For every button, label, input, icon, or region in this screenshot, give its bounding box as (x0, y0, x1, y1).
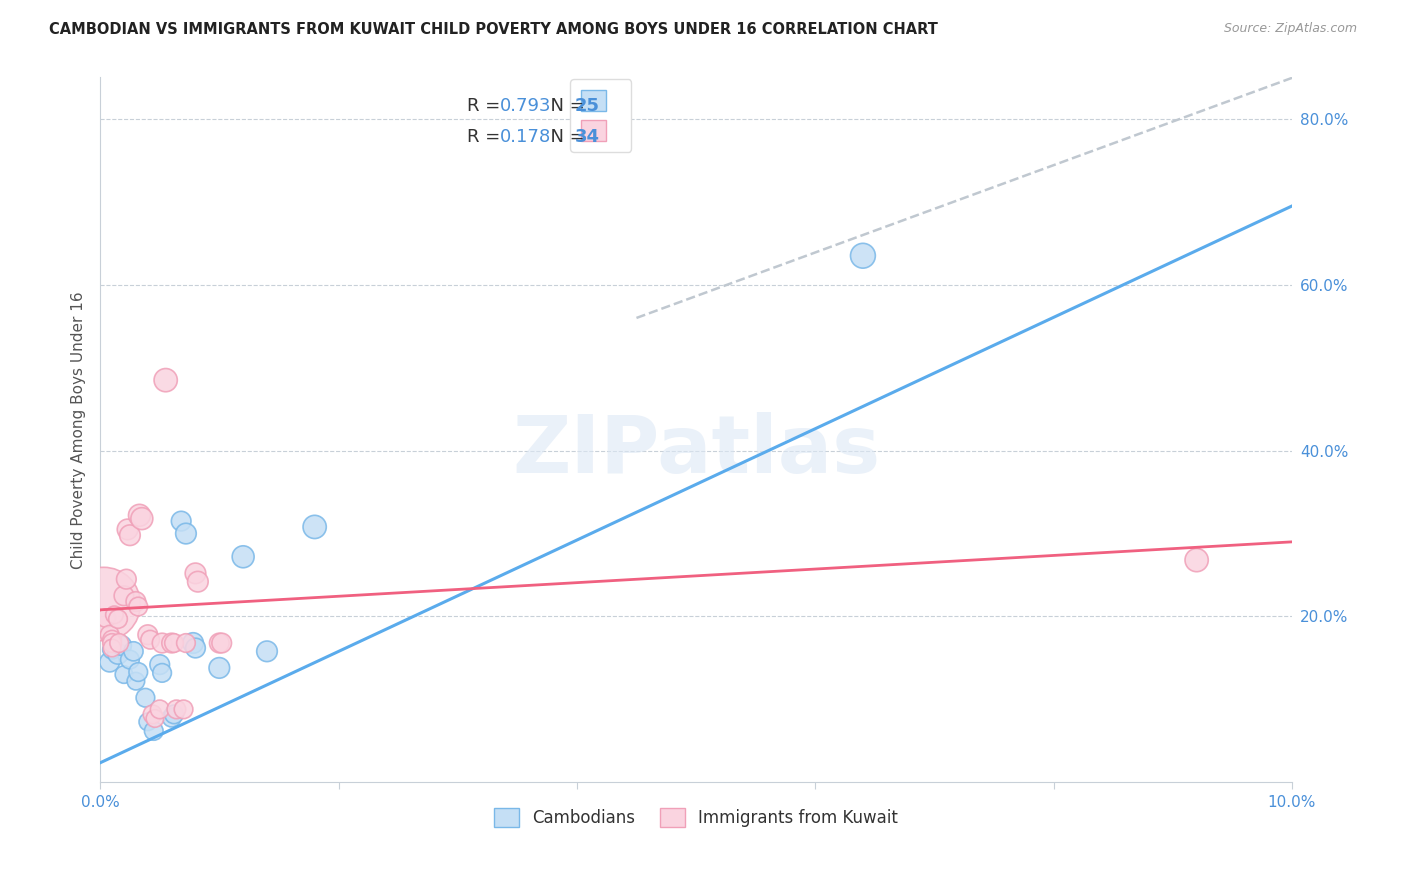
Point (155, 373, 177, 387)
Point (101, 632, 124, 647)
Point (118, 652, 141, 666)
Point (98, 655, 121, 669)
Point (112, 589, 135, 603)
Text: R =: R = (467, 128, 506, 146)
Point (136, 628, 159, 642)
Text: N =: N = (538, 128, 591, 146)
Point (163, 636, 186, 650)
Point (1185, 553, 1208, 567)
Text: 25: 25 (575, 96, 599, 115)
Point (122, 644, 145, 658)
Point (110, 639, 132, 653)
Text: CAMBODIAN VS IMMIGRANTS FROM KUWAIT CHILD POVERTY AMONG BOYS UNDER 16 CORRELATIO: CAMBODIAN VS IMMIGRANTS FROM KUWAIT CHIL… (49, 22, 938, 37)
Point (127, 599, 149, 614)
Point (142, 707, 165, 722)
Point (232, 549, 254, 564)
Point (170, 514, 193, 528)
Point (174, 636, 197, 650)
Point (852, 249, 875, 263)
Point (150, 665, 173, 680)
Point (208, 661, 231, 675)
Text: ZIPatlas: ZIPatlas (512, 412, 880, 490)
Point (128, 508, 150, 523)
Point (142, 723, 165, 738)
Point (184, 566, 207, 581)
Point (160, 711, 183, 725)
Point (101, 640, 124, 655)
Point (187, 574, 209, 589)
Point (94, 611, 117, 625)
Point (101, 636, 124, 650)
Text: 34: 34 (575, 128, 599, 146)
Point (98, 628, 121, 642)
Point (127, 665, 149, 679)
Point (118, 528, 141, 542)
Point (93, 597, 115, 611)
Point (181, 636, 204, 650)
Point (103, 607, 125, 622)
Point (174, 526, 197, 541)
Point (256, 644, 278, 658)
Point (304, 520, 326, 534)
Point (117, 523, 139, 537)
Point (139, 632, 162, 647)
Point (108, 636, 131, 650)
Text: N =: N = (538, 96, 591, 115)
Point (211, 636, 233, 650)
Point (149, 657, 172, 672)
Text: R =: R = (467, 96, 506, 115)
Point (184, 640, 207, 655)
Point (143, 711, 166, 725)
Point (160, 636, 183, 650)
Point (150, 636, 173, 650)
Y-axis label: Child Poverty Among Boys Under 16: Child Poverty Among Boys Under 16 (72, 291, 86, 569)
Text: 0.793: 0.793 (499, 96, 551, 115)
Point (107, 612, 129, 626)
Point (107, 647, 129, 661)
Point (112, 667, 135, 681)
Point (101, 642, 124, 657)
Point (136, 714, 159, 729)
Point (149, 702, 172, 716)
Text: Source: ZipAtlas.com: Source: ZipAtlas.com (1223, 22, 1357, 36)
Point (173, 702, 195, 716)
Point (134, 690, 156, 705)
Point (125, 674, 148, 689)
Point (208, 636, 231, 650)
Text: 0.178: 0.178 (499, 128, 551, 146)
Point (115, 572, 138, 586)
Point (163, 707, 186, 722)
Point (165, 702, 187, 716)
Point (131, 511, 153, 525)
Legend: Cambodians, Immigrants from Kuwait: Cambodians, Immigrants from Kuwait (486, 801, 905, 834)
Point (125, 594, 148, 608)
